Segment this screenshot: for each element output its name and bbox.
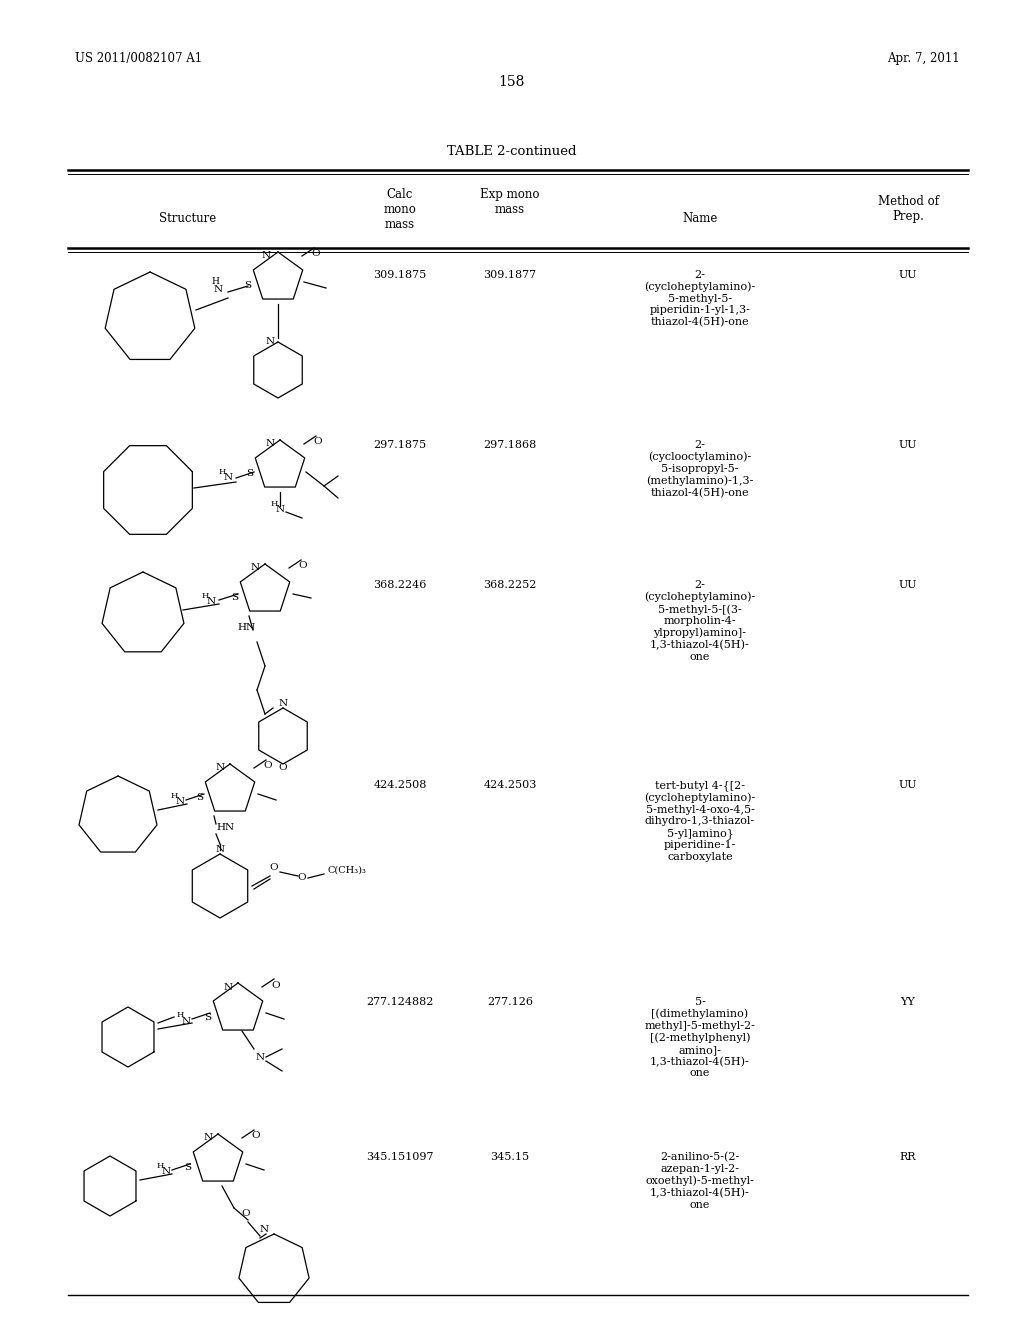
Text: S: S bbox=[184, 1163, 191, 1172]
Text: S: S bbox=[205, 1012, 212, 1022]
Text: H: H bbox=[176, 1011, 183, 1019]
Text: 309.1877: 309.1877 bbox=[483, 271, 537, 280]
Text: Calc
mono
mass: Calc mono mass bbox=[384, 187, 417, 231]
Text: O: O bbox=[264, 762, 272, 771]
Text: S: S bbox=[245, 281, 252, 290]
Text: UU: UU bbox=[899, 579, 918, 590]
Text: Apr. 7, 2011: Apr. 7, 2011 bbox=[888, 51, 961, 65]
Text: N: N bbox=[162, 1167, 171, 1176]
Text: S: S bbox=[197, 793, 204, 803]
Text: 345.151097: 345.151097 bbox=[367, 1152, 434, 1162]
Text: tert-butyl 4-{[2-
(cycloheptylamino)-
5-methyl-4-oxo-4,5-
dihydro-1,3-thiazol-
5: tert-butyl 4-{[2- (cycloheptylamino)- 5-… bbox=[644, 780, 756, 862]
Text: N: N bbox=[223, 474, 232, 483]
Text: O: O bbox=[252, 1131, 260, 1140]
Text: O: O bbox=[279, 763, 288, 772]
Text: H: H bbox=[157, 1162, 164, 1170]
Text: 368.2246: 368.2246 bbox=[374, 579, 427, 590]
Text: O: O bbox=[311, 249, 321, 259]
Text: Structure: Structure bbox=[160, 211, 217, 224]
Text: N: N bbox=[275, 506, 285, 515]
Text: 368.2252: 368.2252 bbox=[483, 579, 537, 590]
Text: O: O bbox=[242, 1209, 250, 1218]
Text: Method of
Prep.: Method of Prep. bbox=[878, 195, 939, 223]
Text: S: S bbox=[231, 594, 239, 602]
Text: N: N bbox=[279, 700, 288, 709]
Text: 277.124882: 277.124882 bbox=[367, 997, 434, 1007]
Text: H: H bbox=[270, 500, 278, 508]
Text: 2-
(cyclooctylamino)-
5-isopropyl-5-
(methylamino)-1,3-
thiazol-4(5H)-one: 2- (cyclooctylamino)- 5-isopropyl-5- (me… bbox=[646, 440, 754, 498]
Text: O: O bbox=[299, 561, 307, 570]
Text: 2-
(cycloheptylamino)-
5-methyl-5-[(3-
morpholin-4-
ylpropyl)amino]-
1,3-thiazol: 2- (cycloheptylamino)- 5-methyl-5-[(3- m… bbox=[644, 579, 756, 663]
Text: O: O bbox=[271, 981, 281, 990]
Text: HN: HN bbox=[216, 824, 234, 833]
Text: N: N bbox=[265, 440, 274, 449]
Text: 424.2503: 424.2503 bbox=[483, 780, 537, 789]
Text: 2-
(cycloheptylamino)-
5-methyl-5-
piperidin-1-yl-1,3-
thiazol-4(5H)-one: 2- (cycloheptylamino)- 5-methyl-5- piper… bbox=[644, 271, 756, 327]
Text: O: O bbox=[269, 863, 279, 873]
Text: UU: UU bbox=[899, 271, 918, 280]
Text: HN: HN bbox=[237, 623, 255, 632]
Text: N: N bbox=[204, 1134, 213, 1143]
Text: N: N bbox=[213, 285, 222, 294]
Text: 5-
[(dimethylamino)
methyl]-5-methyl-2-
[(2-methylphenyl)
amino]-
1,3-thiazol-4(: 5- [(dimethylamino) methyl]-5-methyl-2- … bbox=[644, 997, 756, 1078]
Text: 297.1868: 297.1868 bbox=[483, 440, 537, 450]
Text: UU: UU bbox=[899, 440, 918, 450]
Text: N: N bbox=[265, 338, 274, 346]
Text: 158: 158 bbox=[499, 75, 525, 88]
Text: H: H bbox=[202, 591, 209, 601]
Text: TABLE 2-continued: TABLE 2-continued bbox=[447, 145, 577, 158]
Text: N: N bbox=[215, 763, 224, 772]
Text: US 2011/0082107 A1: US 2011/0082107 A1 bbox=[75, 51, 202, 65]
Text: N: N bbox=[251, 564, 259, 573]
Text: H: H bbox=[211, 277, 219, 286]
Text: N: N bbox=[223, 982, 232, 991]
Text: N: N bbox=[175, 797, 184, 807]
Text: N: N bbox=[261, 252, 270, 260]
Text: 424.2508: 424.2508 bbox=[374, 780, 427, 789]
Text: N: N bbox=[215, 846, 224, 854]
Text: 345.15: 345.15 bbox=[490, 1152, 529, 1162]
Text: S: S bbox=[247, 470, 254, 479]
Text: O: O bbox=[298, 874, 306, 883]
Text: Name: Name bbox=[682, 211, 718, 224]
Text: 2-anilino-5-(2-
azepan-1-yl-2-
oxoethyl)-5-methyl-
1,3-thiazol-4(5H)-
one: 2-anilino-5-(2- azepan-1-yl-2- oxoethyl)… bbox=[645, 1152, 755, 1210]
Text: 277.126: 277.126 bbox=[487, 997, 534, 1007]
Text: N: N bbox=[207, 598, 216, 606]
Text: UU: UU bbox=[899, 780, 918, 789]
Text: N: N bbox=[181, 1016, 190, 1026]
Text: H: H bbox=[170, 792, 178, 800]
Text: H: H bbox=[218, 469, 225, 477]
Text: 297.1875: 297.1875 bbox=[374, 440, 427, 450]
Text: N: N bbox=[255, 1052, 264, 1061]
Text: 309.1875: 309.1875 bbox=[374, 271, 427, 280]
Text: YY: YY bbox=[901, 997, 915, 1007]
Text: Exp mono
mass: Exp mono mass bbox=[480, 187, 540, 216]
Text: C(CH₃)₃: C(CH₃)₃ bbox=[328, 866, 367, 874]
Text: RR: RR bbox=[900, 1152, 916, 1162]
Text: O: O bbox=[313, 437, 323, 446]
Text: N: N bbox=[259, 1225, 268, 1234]
